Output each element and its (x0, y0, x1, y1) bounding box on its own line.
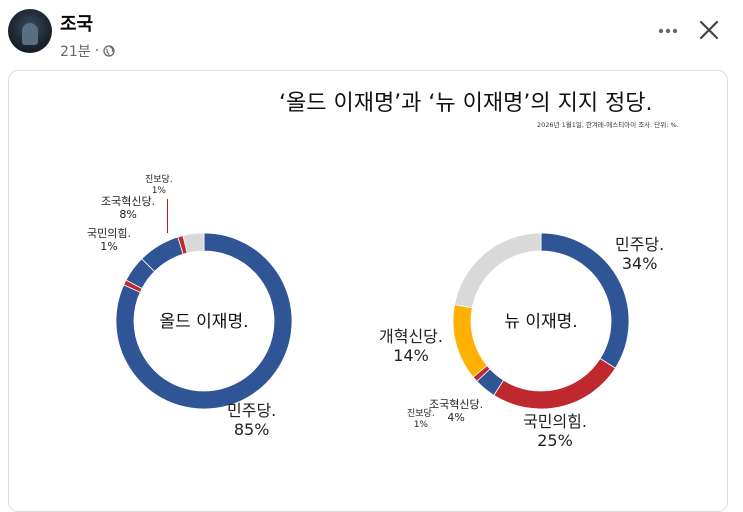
donut-slice (115, 232, 293, 410)
donut-slice (182, 232, 205, 254)
infographic-subtitle: 2026년 1월1일, 한겨레-에스티아이 조사. 단위: %. (537, 121, 679, 129)
label-new-reform-name: 개혁신당. (379, 327, 443, 346)
meta-separator: · (94, 43, 100, 59)
label-new-democratic-value: 34% (621, 254, 658, 274)
label-old-rebuilding-name: 조국혁신당. (101, 195, 156, 208)
label-new-ppp: 국민의힘. 25% (523, 412, 587, 450)
label-old-progressive-name: 진보당. (145, 175, 173, 185)
donut-chart-old: 올드 이재명. (115, 232, 293, 410)
label-old-progressive-value: 1% (151, 185, 166, 196)
post-time[interactable]: 21분 (60, 44, 91, 60)
donut-slice (452, 304, 488, 378)
label-new-reform: 개혁신당. 14% (379, 327, 443, 365)
label-new-progressive-value: 1% (413, 419, 428, 430)
label-old-democratic-value: 85% (233, 420, 270, 440)
label-new-progressive: 진보당. 1% (407, 409, 435, 431)
label-new-reform-value: 14% (393, 346, 429, 366)
label-old-rebuilding: 조국혁신당. 8% (101, 195, 155, 221)
label-old-ppp-name: 국민의힘. (87, 227, 131, 240)
donut-center-label: 뉴 이재명. (504, 312, 577, 332)
label-old-democratic-name: 민주당. (227, 401, 277, 420)
label-new-democratic: 민주당. 34% (615, 235, 664, 273)
post-meta: 21분 · (60, 41, 115, 61)
more-dots-icon (658, 28, 678, 34)
donut-slice (493, 357, 616, 410)
label-new-rebuilding: 조국혁신당. 4% (429, 398, 483, 424)
infographic-card[interactable]: ‘올드 이재명’과 ‘뉴 이재명’의 지지 정당. 2026년 1월1일, 한겨… (8, 70, 728, 512)
globe-icon[interactable] (103, 45, 115, 57)
label-new-rebuilding-value: 4% (447, 411, 465, 425)
label-new-rebuilding-name: 조국혁신당. (429, 398, 484, 411)
close-icon[interactable] (696, 17, 722, 43)
leader-old-progressive (167, 199, 168, 233)
avatar[interactable] (8, 9, 52, 53)
donut-chart-new: 뉴 이재명. (452, 232, 630, 410)
label-new-ppp-value: 25% (537, 431, 573, 451)
label-old-rebuilding-value: 8% (119, 208, 137, 222)
more-options-button[interactable] (655, 18, 681, 44)
label-old-ppp: 국민의힘. 1% (87, 227, 131, 253)
post-author[interactable]: 조국 (60, 14, 94, 35)
label-old-ppp-value: 1% (100, 240, 118, 254)
label-new-ppp-name: 국민의힘. (523, 412, 587, 431)
label-old-democratic: 민주당. 85% (227, 401, 276, 439)
avatar-figure (22, 23, 38, 45)
donut-center-label: 올드 이재명. (159, 312, 248, 332)
label-old-progressive: 진보당. 1% (145, 175, 173, 197)
donut-slice (454, 232, 542, 309)
infographic-title: ‘올드 이재명’과 ‘뉴 이재명’의 지지 정당. (279, 91, 653, 116)
label-new-democratic-name: 민주당. (615, 235, 665, 254)
label-new-progressive-name: 진보당. (407, 409, 435, 419)
